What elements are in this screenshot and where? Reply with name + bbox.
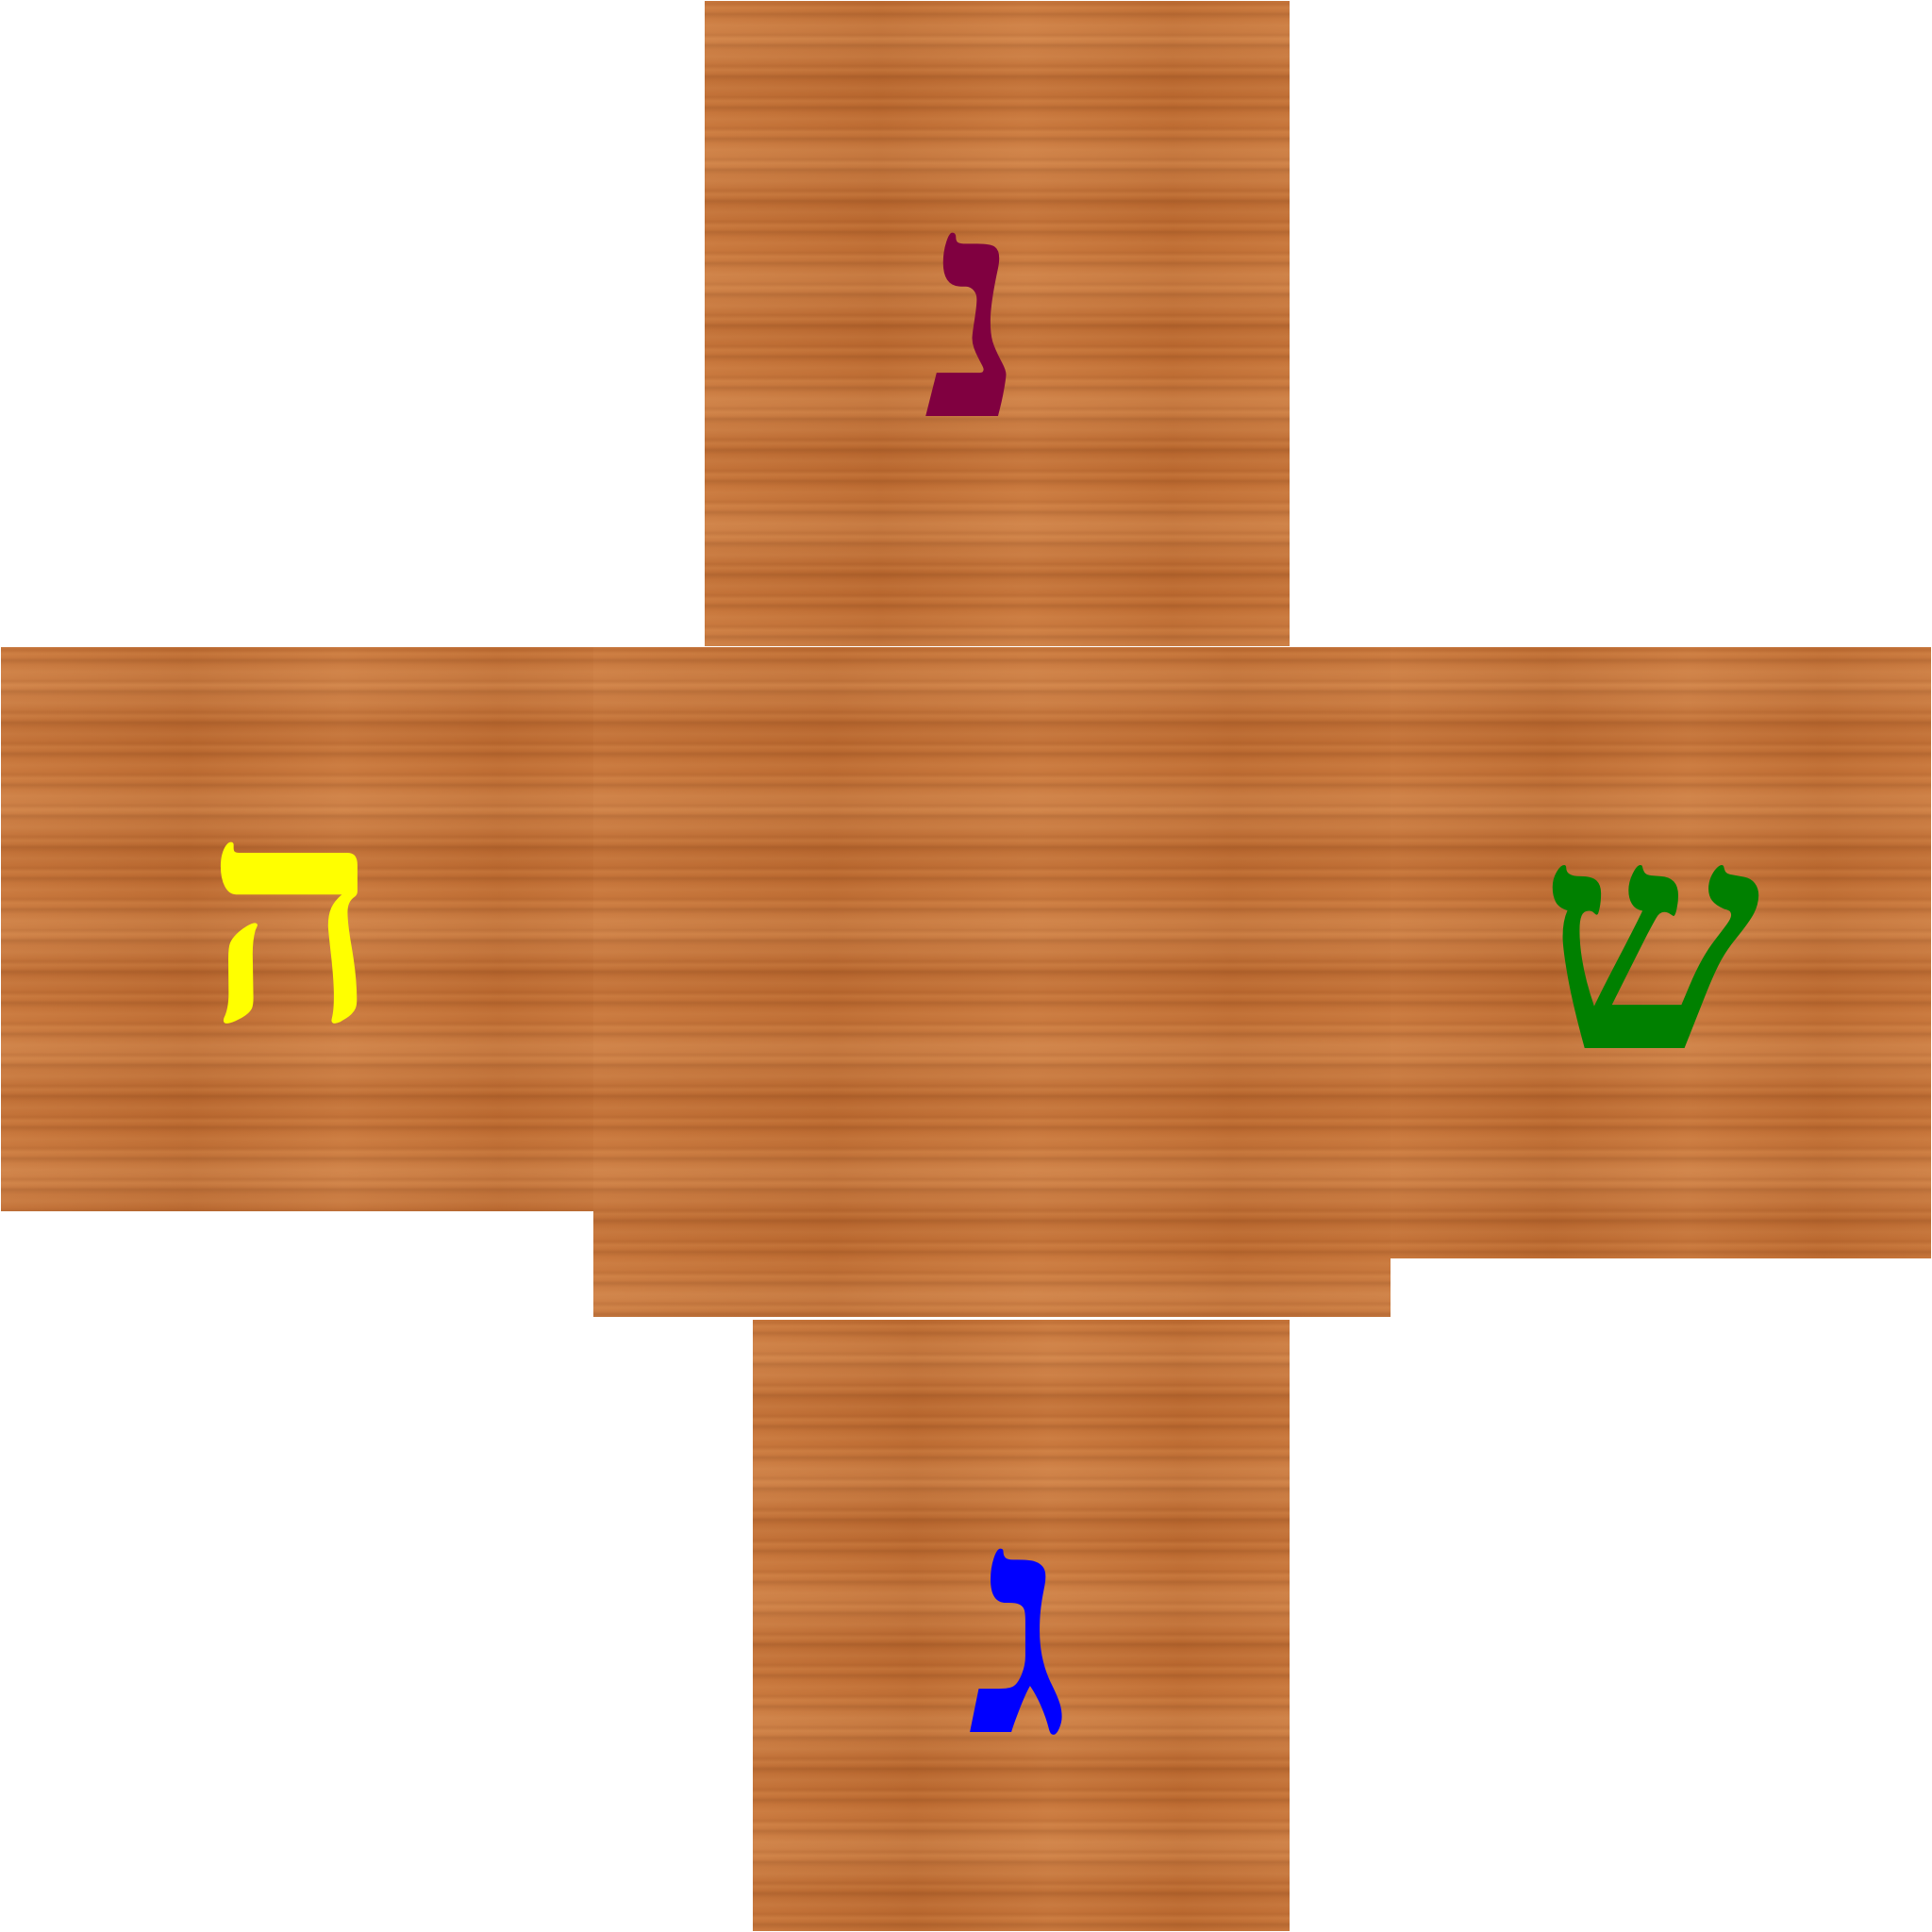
letter-nun: נ [923,124,1024,490]
dreidel-face-left [1,647,624,1211]
dreidel-face-right [1391,647,1931,1258]
letter-shin: ש [1541,756,1761,1122]
dreidel-face-center [593,647,1391,1317]
dreidel-face-bottom [753,1320,1290,1931]
dreidel-face-top [705,1,1290,646]
letter-hei: ה [205,738,380,1091]
letter-gimel: ג [967,1440,1071,1806]
